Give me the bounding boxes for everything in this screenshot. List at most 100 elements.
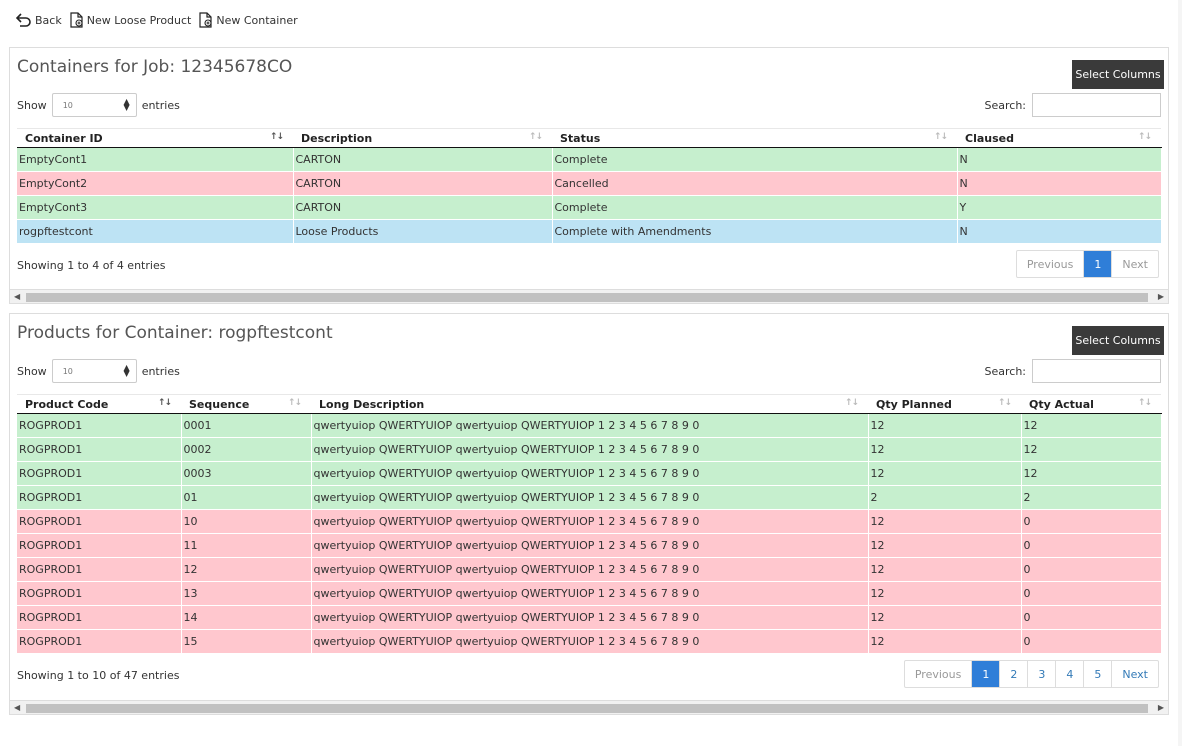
column-header[interactable]: Container ID ↑↓ <box>17 128 293 148</box>
table-cell: 15 <box>181 629 312 654</box>
previous-page-button[interactable]: Previous <box>914 667 962 681</box>
containers-page-length-select[interactable]: 10 ▲ ▼ <box>51 93 137 117</box>
entries-label: entries <box>141 98 180 112</box>
table-cell: 0001 <box>181 413 312 438</box>
page-button[interactable]: 2 <box>999 661 1027 687</box>
containers-search-input[interactable] <box>1032 93 1161 117</box>
table-row[interactable]: ROGPROD1 10 qwertyuiop QWERTYUIOP qwertyui… <box>17 509 1162 534</box>
sort-arrows-icon: ↑↓ <box>844 398 859 408</box>
next-page-button[interactable]: Next <box>1111 251 1158 277</box>
sort-arrows-icon: ↑↓ <box>287 398 302 408</box>
table-cell: 0 <box>1021 533 1162 558</box>
sort-arrows-icon: ↑↓ <box>269 132 284 142</box>
table-cell: qwertyuiop QWERTYUIOP qwertyuiop QWERTYU… <box>311 413 869 438</box>
sort-arrows-icon: ↑↓ <box>933 132 948 142</box>
table-row[interactable]: EmptyCont3 CARTON Complete Y <box>17 195 1162 220</box>
column-header[interactable]: Sequence ↑↓ <box>181 394 311 414</box>
table-row[interactable]: ROGPROD1 12 qwertyuiop QWERTYUIOP qwertyui… <box>17 557 1162 582</box>
column-header-label: Claused <box>965 131 1014 145</box>
containers-horizontal-scrollbar[interactable]: ◀ ▶ <box>10 289 1168 303</box>
page-button[interactable]: 1 <box>971 661 1000 687</box>
column-header[interactable]: Qty Planned ↑↓ <box>868 394 1021 414</box>
page-button[interactable]: 1 <box>1083 251 1112 277</box>
table-row[interactable]: ROGPROD1 15 qwertyuiop QWERTYUIOP qwertyui… <box>17 629 1162 654</box>
page-button[interactable]: 4 <box>1055 661 1083 687</box>
sort-arrows-icon: ↑↓ <box>997 398 1012 408</box>
column-header[interactable]: Product Code ↑↓ <box>17 394 181 414</box>
table-cell: ROGPROD1 <box>17 437 182 462</box>
back-arrow-icon <box>16 13 31 27</box>
page-button[interactable]: 5 <box>1083 661 1111 687</box>
table-cell: 13 <box>181 581 312 606</box>
back-button[interactable]: Back <box>16 13 62 27</box>
table-cell: N <box>957 147 1162 172</box>
products-search-input[interactable] <box>1032 359 1161 383</box>
column-header[interactable]: Description ↑↓ <box>293 128 552 148</box>
column-header[interactable]: Long Description ↑↓ <box>311 394 868 414</box>
show-label: Show <box>17 364 47 378</box>
table-row[interactable]: EmptyCont1 CARTON Complete N <box>17 147 1162 172</box>
table-row[interactable]: EmptyCont2 CARTON Cancelled N <box>17 171 1162 196</box>
scrollbar-thumb[interactable] <box>26 704 1148 713</box>
table-row[interactable]: ROGPROD1 14 qwertyuiop QWERTYUIOP qwertyui… <box>17 605 1162 630</box>
column-header[interactable]: Status ↑↓ <box>552 128 957 148</box>
page-button[interactable]: 3 <box>1027 661 1055 687</box>
column-header-label: Sequence <box>189 397 250 411</box>
table-cell: 12 <box>181 557 312 582</box>
table-cell: Complete with Amendments <box>552 219 958 244</box>
sort-arrows-icon: ↑↓ <box>1137 398 1152 408</box>
table-cell: 0003 <box>181 461 312 486</box>
column-header[interactable]: Qty Actual ↑↓ <box>1021 394 1161 414</box>
products-info: Showing 1 to 10 of 47 entries <box>17 669 180 682</box>
table-cell: 12 <box>868 461 1022 486</box>
products-page-length-select[interactable]: 10 ▲ ▼ <box>51 359 137 383</box>
products-horizontal-scrollbar[interactable]: ◀ ▶ <box>10 700 1168 714</box>
table-cell: 12 <box>868 509 1022 534</box>
page-vertical-scrollbar[interactable] <box>1178 0 1182 746</box>
show-label: Show <box>17 98 47 112</box>
column-header[interactable]: Claused ↑↓ <box>957 128 1161 148</box>
table-row[interactable]: rogpftestcont Loose Products Complete with… <box>17 219 1162 244</box>
table-row[interactable]: ROGPROD1 0003 qwertyuiop QWERTYUIOP qwerty… <box>17 461 1162 486</box>
select-arrows-icon: ▲ ▼ <box>123 97 130 112</box>
containers-title: Containers for Job: 12345678CO <box>17 57 293 77</box>
table-cell: 12 <box>1021 413 1162 438</box>
table-cell: 0 <box>1021 605 1162 630</box>
table-cell: ROGPROD1 <box>17 533 182 558</box>
table-cell: 12 <box>868 557 1022 582</box>
table-cell: qwertyuiop QWERTYUIOP qwertyuiop QWERTYU… <box>311 461 869 486</box>
search-label: Search: <box>984 364 1027 378</box>
table-cell: 0002 <box>181 437 312 462</box>
scroll-right-icon[interactable]: ▶ <box>1157 292 1164 301</box>
table-cell: Y <box>957 195 1162 220</box>
table-cell: CARTON <box>293 195 553 220</box>
next-page-button[interactable]: Next <box>1111 661 1158 687</box>
column-header-label: Product Code <box>25 397 109 411</box>
toolbar: Back New Loose Product New Container <box>16 11 306 29</box>
table-cell: 12 <box>1021 437 1162 462</box>
previous-page-button[interactable]: Previous <box>1026 257 1074 271</box>
table-cell: ROGPROD1 <box>17 509 182 534</box>
scroll-right-icon[interactable]: ▶ <box>1157 703 1164 712</box>
new-document-icon <box>70 12 83 28</box>
new-container-button[interactable]: New Container <box>199 12 298 28</box>
products-table: Product Code ↑↓ Sequence ↑↓ Long Description… <box>17 394 1162 654</box>
products-select-columns-button[interactable]: Select Columns <box>1072 326 1164 355</box>
scroll-left-icon[interactable]: ◀ <box>14 292 21 301</box>
table-cell: ROGPROD1 <box>17 629 182 654</box>
scrollbar-thumb[interactable] <box>26 293 1148 302</box>
table-row[interactable]: ROGPROD1 11 qwertyuiop QWERTYUIOP qwertyui… <box>17 533 1162 558</box>
table-cell: 12 <box>1021 461 1162 486</box>
table-cell: ROGPROD1 <box>17 461 182 486</box>
containers-table: Container ID ↑↓ Description ↑↓ Status ↑↓ Claus… <box>17 128 1162 244</box>
table-cell: 01 <box>181 485 312 510</box>
table-row[interactable]: ROGPROD1 13 qwertyuiop QWERTYUIOP qwertyui… <box>17 581 1162 606</box>
table-row[interactable]: ROGPROD1 01 qwertyuiop QWERTYUIOP qwertyui… <box>17 485 1162 510</box>
containers-select-columns-button[interactable]: Select Columns <box>1072 60 1164 89</box>
scroll-left-icon[interactable]: ◀ <box>14 703 21 712</box>
new-loose-product-button[interactable]: New Loose Product <box>70 12 191 28</box>
table-cell: EmptyCont2 <box>17 171 294 196</box>
table-row[interactable]: ROGPROD1 0002 qwertyuiop QWERTYUIOP qwerty… <box>17 437 1162 462</box>
table-row[interactable]: ROGPROD1 0001 qwertyuiop QWERTYUIOP qwerty… <box>17 413 1162 438</box>
table-cell: 11 <box>181 533 312 558</box>
